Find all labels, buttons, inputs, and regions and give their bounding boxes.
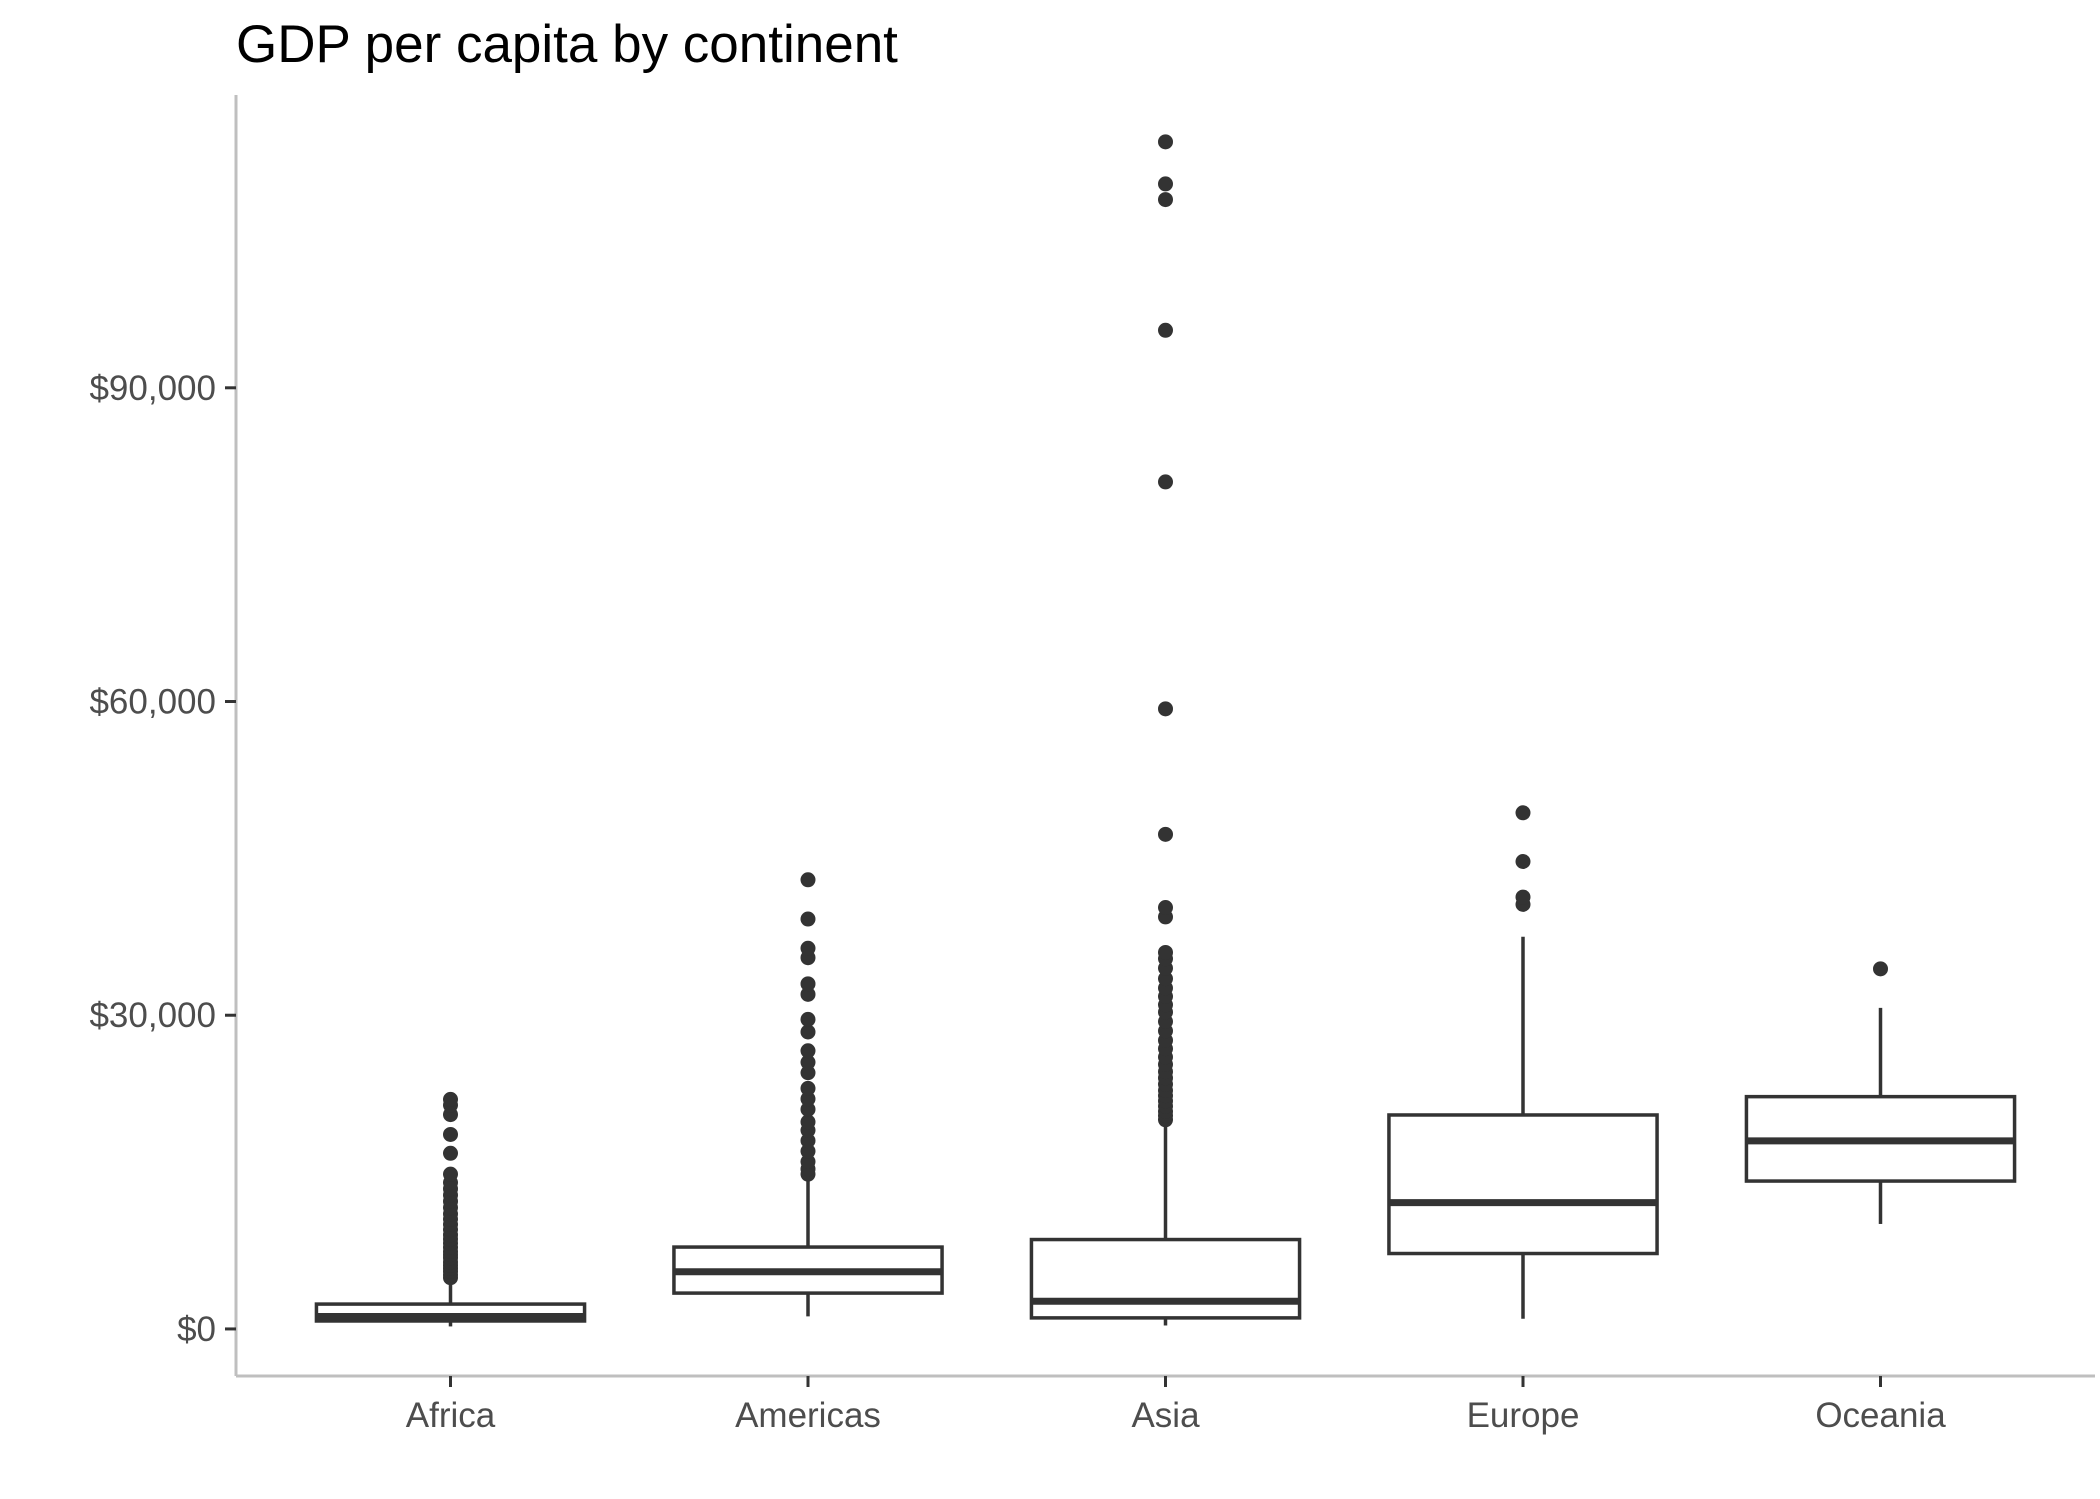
outlier-point bbox=[1158, 900, 1173, 916]
outlier-point bbox=[1515, 805, 1531, 821]
outlier-point bbox=[1158, 826, 1173, 842]
outlier-point bbox=[443, 1166, 458, 1182]
outlier-point bbox=[800, 1054, 816, 1070]
outlier-point bbox=[800, 911, 816, 927]
outlier-point bbox=[800, 1133, 816, 1149]
outlier-point bbox=[800, 1065, 816, 1081]
outlier-point bbox=[1158, 176, 1173, 192]
outlier-point bbox=[800, 1043, 816, 1059]
outlier-point bbox=[800, 1114, 816, 1130]
x-tick-label: Africa bbox=[406, 1396, 496, 1435]
box-iqr bbox=[1029, 1237, 1302, 1320]
y-tick-label: $90,000 bbox=[89, 369, 216, 408]
outlier-point bbox=[1158, 944, 1173, 960]
outlier-point bbox=[800, 1011, 816, 1027]
outlier-point bbox=[800, 986, 816, 1002]
outlier-point bbox=[800, 1091, 816, 1107]
x-tick-label: Asia bbox=[1131, 1396, 1200, 1435]
outlier-point bbox=[443, 1145, 458, 1161]
outlier-point bbox=[800, 1080, 816, 1096]
outlier-point bbox=[800, 872, 816, 888]
chart-title: GDP per capita by continent bbox=[236, 15, 898, 74]
plot-area: $0 $30,000 $60,000 $90,000 Africa Americas Asi… bbox=[89, 95, 2095, 1435]
outlier-point bbox=[800, 940, 816, 956]
outlier-point bbox=[800, 1101, 816, 1117]
outlier-point bbox=[443, 1126, 458, 1142]
outlier-point bbox=[1158, 701, 1173, 717]
outlier-point bbox=[1873, 961, 1888, 977]
outlier-point bbox=[1515, 854, 1531, 870]
outlier-point bbox=[1158, 192, 1173, 208]
outlier-point bbox=[1158, 134, 1173, 150]
y-tick-label: $30,000 bbox=[89, 996, 216, 1035]
outlier-point bbox=[1158, 322, 1173, 338]
outlier-point bbox=[800, 1154, 816, 1170]
outlier-point bbox=[443, 1091, 458, 1107]
x-tick-label: Europe bbox=[1467, 1396, 1580, 1435]
outlier-point bbox=[800, 1024, 816, 1040]
outlier-point bbox=[800, 976, 816, 992]
outlier-point bbox=[1158, 474, 1173, 490]
box-iqr bbox=[1387, 1113, 1659, 1256]
y-tick-label: $0 bbox=[177, 1310, 216, 1349]
y-tick-label: $60,000 bbox=[89, 683, 216, 722]
x-tick-label: Americas bbox=[735, 1396, 881, 1435]
outlier-point bbox=[1515, 889, 1531, 905]
outlier-point bbox=[800, 1143, 816, 1159]
outlier-point bbox=[1158, 971, 1173, 987]
x-tick-label: Oceania bbox=[1815, 1396, 1946, 1435]
